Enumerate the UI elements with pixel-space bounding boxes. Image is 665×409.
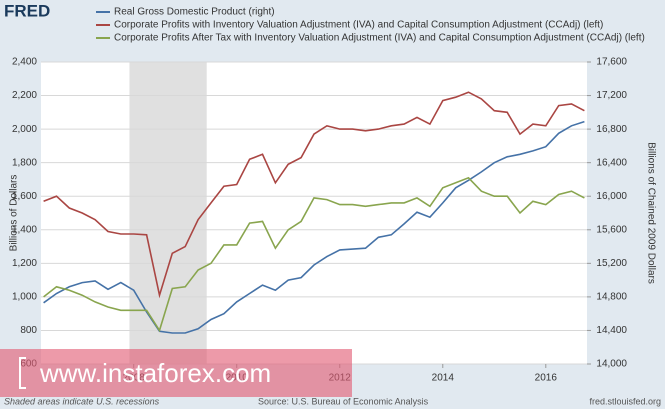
y2-tick-label: 16,400 (596, 157, 627, 168)
y-tick-label: 2,200 (12, 90, 37, 101)
y-tick-label: 1,800 (12, 157, 37, 168)
y-axis-label: Billions of Dollars (9, 175, 20, 252)
watermark-box (0, 349, 352, 397)
y2-tick-label: 15,600 (596, 224, 627, 235)
y-tick-label: 1,200 (12, 258, 37, 269)
series-line (43, 176, 585, 333)
recession-note: Shaded areas indicate U.S. recessions (4, 396, 160, 406)
x-tick-label: 2016 (535, 373, 558, 384)
source: Source: U.S. Bureau of Economic Analysis (258, 396, 429, 406)
y2-tick-label: 16,800 (596, 124, 627, 135)
y2-tick-label: 15,200 (596, 258, 627, 269)
watermark-text: www.instaforex.com (39, 358, 271, 388)
y2-tick-label: 17,600 (596, 57, 627, 68)
y-tick-label: 1,600 (12, 191, 37, 202)
legend-label: Corporate Profits After Tax with Invento… (114, 33, 645, 44)
y-tick-label: 1,000 (12, 292, 37, 303)
site: fred.stlouisfed.org (589, 396, 661, 406)
legend-label: Corporate Profits with Inventory Valuati… (114, 20, 603, 31)
y-tick-label: 800 (20, 325, 37, 336)
recession-band (129, 62, 207, 364)
series-line (43, 120, 585, 334)
y-tick-label: 2,400 (12, 57, 37, 68)
watermark: www.instaforex.com (0, 349, 352, 397)
plot-background (41, 62, 587, 364)
y2-tick-label: 16,000 (596, 191, 627, 202)
y-tick-label: 1,400 (12, 224, 37, 235)
plot-area (41, 61, 587, 368)
y2-axis-label: Billions of Chained 2009 Dollars (645, 142, 656, 284)
watermark-bracket (19, 357, 26, 389)
y2-tick-label: 14,800 (596, 292, 627, 303)
y2-tick-label: 14,400 (596, 325, 627, 336)
logo: FRED (4, 1, 50, 20)
legend-label: Real Gross Domestic Product (right) (114, 7, 275, 18)
y-tick-label: 2,000 (12, 124, 37, 135)
y2-tick-label: 17,200 (596, 90, 627, 101)
x-tick-label: 2014 (432, 373, 455, 384)
y2-tick-label: 14,000 (596, 359, 627, 370)
series-line (43, 91, 585, 299)
